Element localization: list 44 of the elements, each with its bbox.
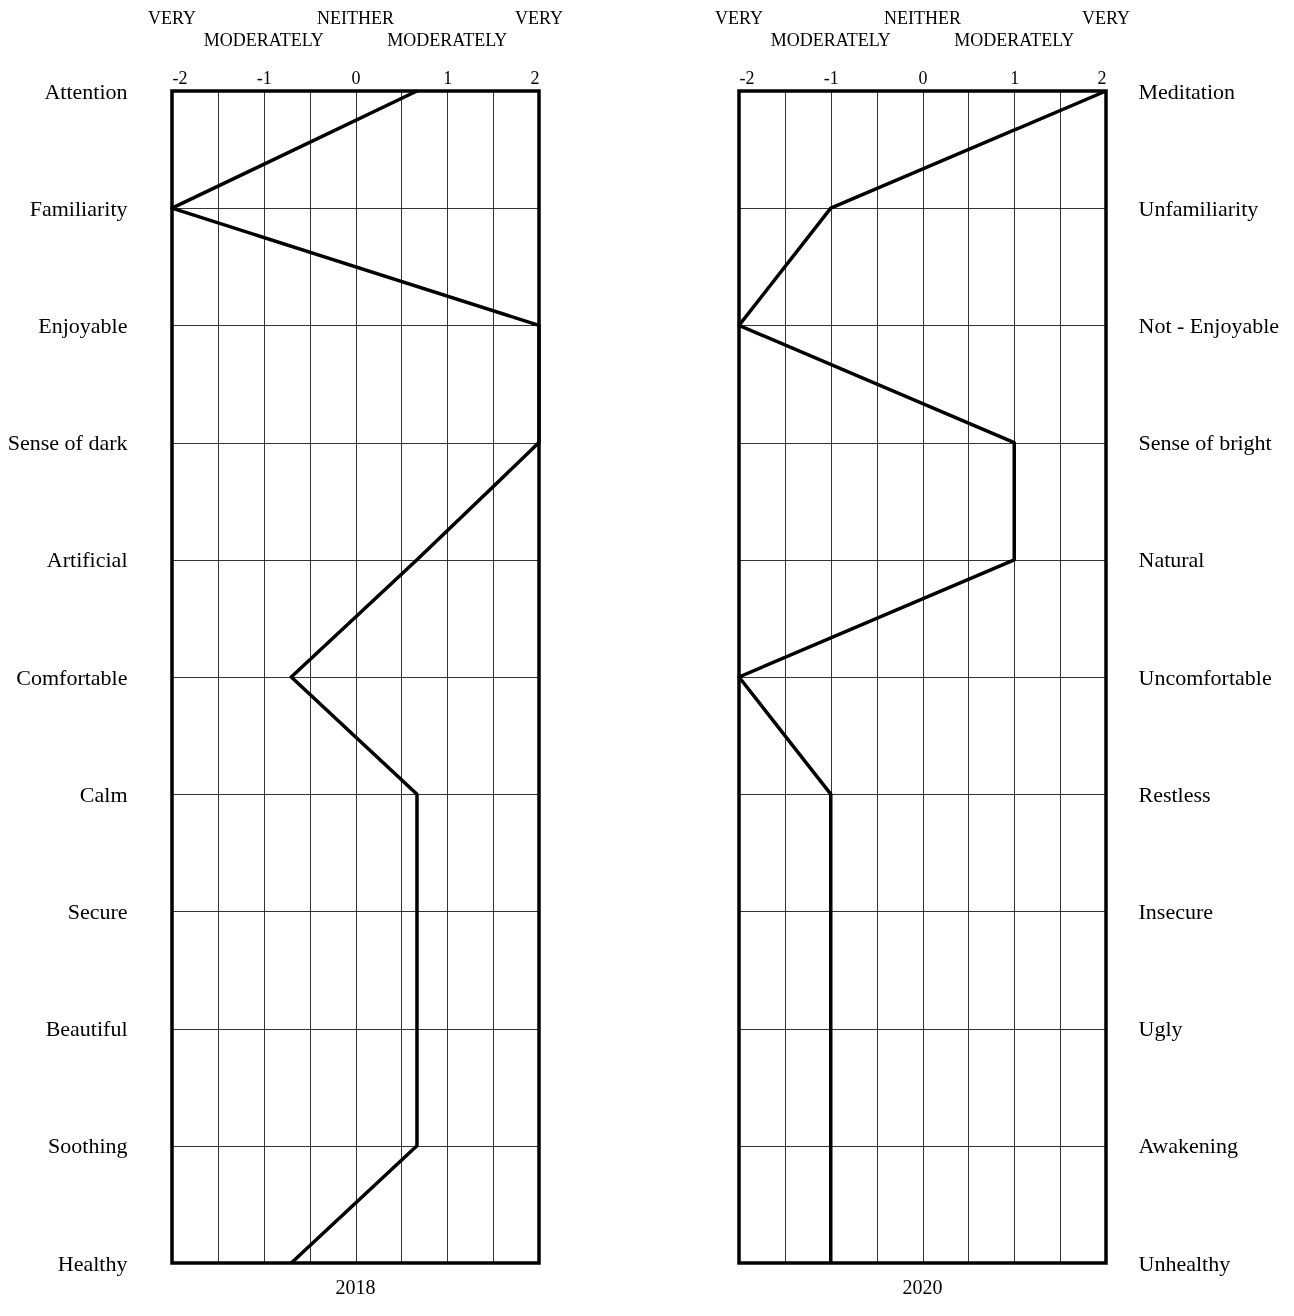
y-tick-label: Attention [44, 78, 128, 104]
y-tick-label: Calm [79, 781, 128, 807]
y-tick-label: Enjoyable [38, 312, 128, 338]
x-tick-label: -2 [172, 67, 188, 88]
y-tick-label: Secure [67, 898, 128, 924]
text: MODERATELY [387, 30, 508, 50]
y-tick-label: Sense of dark [7, 430, 128, 456]
y-tick-label: Comfortable [16, 664, 128, 690]
x-tick-label: 2 [530, 67, 540, 88]
y-tick-label: Restless [1138, 781, 1211, 807]
text: VERY [1081, 8, 1131, 28]
text: VERY [514, 8, 564, 28]
x-tick-label: 2 [1097, 67, 1107, 88]
y-tick-label: Ugly [1138, 1016, 1183, 1042]
y-tick-label: Natural [1138, 547, 1205, 573]
y-tick-label: Unhealthy [1138, 1250, 1231, 1276]
x-axis-title: 2020 [902, 1276, 943, 1298]
y-tick-label: Artificial [46, 547, 128, 573]
y-tick-label: Sense of bright [1138, 430, 1272, 456]
x-tick-label: 1 [443, 67, 453, 88]
x-tick-label: -2 [739, 67, 755, 88]
y-tick-label: Not - Enjoyable [1138, 312, 1280, 338]
y-tick-label: Meditation [1138, 78, 1236, 104]
y-tick-label: Healthy [57, 1250, 128, 1276]
text: MODERATELY [203, 30, 324, 50]
x-tick-label: 0 [351, 67, 361, 88]
y-tick-label: Beautiful [45, 1016, 128, 1042]
text: NEITHER [317, 8, 394, 28]
y-tick-label: Uncomfortable [1138, 664, 1272, 690]
text: NEITHER [884, 8, 961, 28]
y-tick-label: Awakening [1138, 1133, 1238, 1159]
x-tick-label: -1 [823, 67, 839, 88]
y-tick-label: Unfamiliarity [1138, 195, 1259, 221]
x-axis-title: 2018 [335, 1276, 376, 1298]
x-tick-label: -1 [256, 67, 272, 88]
text: MODERATELY [770, 30, 891, 50]
y-tick-label: Soothing [48, 1133, 128, 1159]
y-tick-label: Familiarity [29, 195, 128, 221]
x-tick-label: 0 [918, 67, 928, 88]
text: VERY [714, 8, 764, 28]
x-tick-label: 1 [1010, 67, 1020, 88]
text: VERY [147, 8, 197, 28]
text: MODERATELY [954, 30, 1075, 50]
y-tick-label: Insecure [1138, 898, 1214, 924]
